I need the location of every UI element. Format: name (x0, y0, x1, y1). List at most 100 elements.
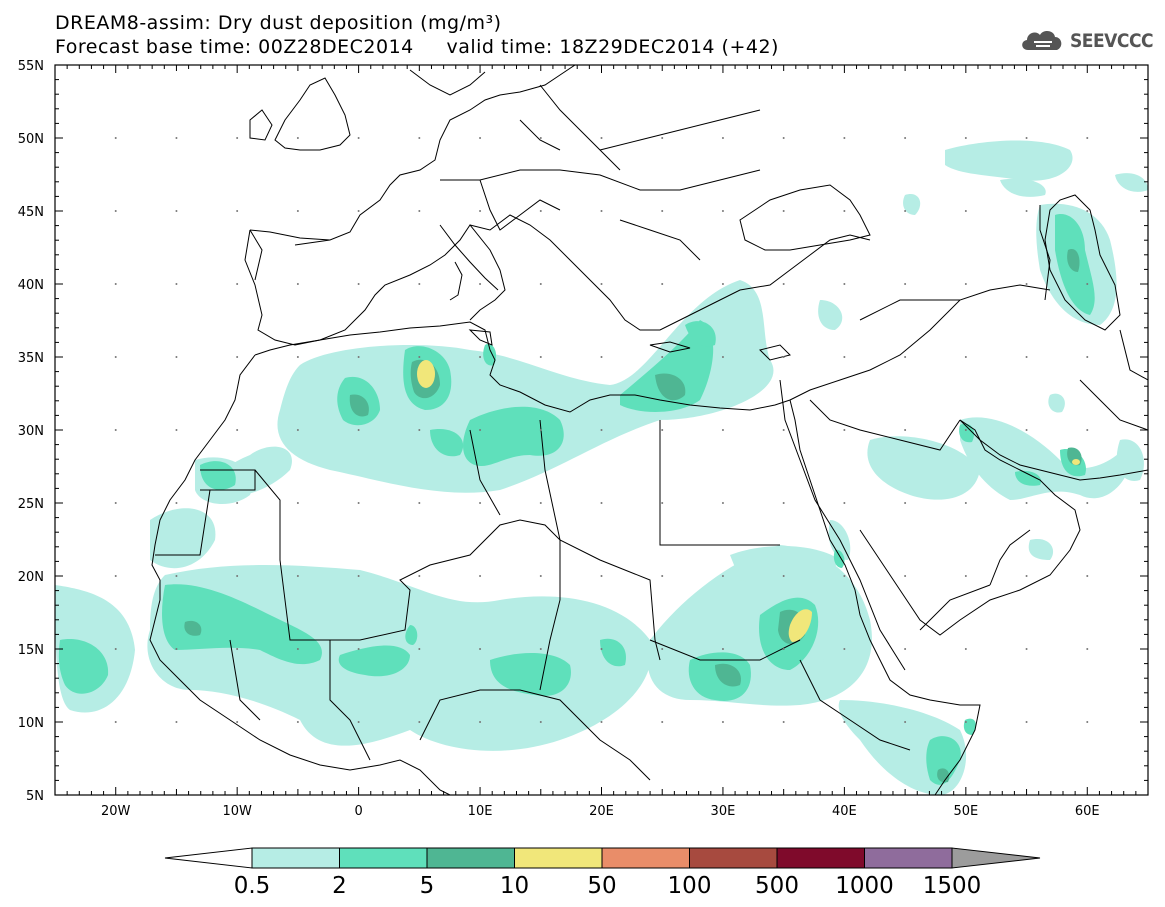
lon-label: 10E (468, 804, 493, 819)
grid-dot (600, 429, 603, 431)
colorbar-label: 5 (420, 873, 435, 899)
colorbar-box (601, 847, 690, 869)
grid-dot (964, 648, 967, 650)
grid-dot (904, 648, 907, 650)
grid-dot (479, 648, 482, 650)
grid-dot (1086, 502, 1089, 504)
grid-dot (721, 210, 724, 212)
grid-dot (661, 429, 664, 431)
grid-dot (479, 137, 482, 139)
grid-dot (236, 429, 239, 431)
grid-dot (296, 429, 299, 431)
grid-dot (600, 356, 603, 358)
grid-dot (782, 137, 785, 139)
grid-dot (539, 137, 542, 139)
grid-dot (721, 721, 724, 723)
grid-dot (843, 137, 846, 139)
grid-dot (175, 429, 178, 431)
grid-dot (539, 575, 542, 577)
grid-dot (479, 356, 482, 358)
grid-dot (114, 137, 117, 139)
grid-dot (418, 502, 421, 504)
latitude-axis: 55N 50N 45N 40N 35N 30N 25N 20N 15N 10N 5N (18, 59, 1148, 804)
colorbar-under-triangle (164, 847, 253, 869)
lat-label: 35N (18, 351, 44, 366)
grid-dot (843, 283, 846, 285)
lat-label: 50N (18, 132, 44, 147)
grid-dot (1025, 429, 1028, 431)
grid-dot (539, 721, 542, 723)
colorbar-label: 1500 (923, 873, 982, 899)
lon-label: 60E (1075, 804, 1100, 819)
grid-dot (1025, 210, 1028, 212)
grid-dot (1025, 648, 1028, 650)
grid-dot (600, 575, 603, 577)
lon-label: 20E (589, 804, 614, 819)
colorbar-box (426, 847, 515, 869)
lat-label: 40N (18, 278, 44, 293)
grid-dot (964, 721, 967, 723)
grid-dot (904, 721, 907, 723)
grid-dot (357, 429, 360, 431)
grid-dot (1086, 137, 1089, 139)
grid-dot (296, 356, 299, 358)
dust-level-4 (417, 360, 1080, 642)
grid-dot (1025, 502, 1028, 504)
grid-dot (1086, 210, 1089, 212)
grid-dot (782, 429, 785, 431)
grid-dot (114, 648, 117, 650)
colorbar-label: 10 (500, 873, 529, 899)
grid-dot (236, 356, 239, 358)
grid-dot (600, 721, 603, 723)
lon-label: 30E (711, 804, 736, 819)
grid-dot (114, 283, 117, 285)
grid-dot (782, 721, 785, 723)
lat-label: 55N (18, 59, 44, 74)
lat-label: 45N (18, 205, 44, 220)
grid-dot (661, 648, 664, 650)
grid-dot (357, 648, 360, 650)
grid-dot (296, 137, 299, 139)
grid-dot (175, 283, 178, 285)
grid-dot (418, 283, 421, 285)
grid-dot (418, 575, 421, 577)
grid-dot (357, 210, 360, 212)
grid-dot (904, 356, 907, 358)
grid-dot (479, 502, 482, 504)
grid-dot (1086, 721, 1089, 723)
grid-dot (721, 137, 724, 139)
lat-label: 30N (18, 424, 44, 439)
grid-dot (600, 502, 603, 504)
grid-dot (661, 356, 664, 358)
colorbar-label: 2 (332, 873, 347, 899)
grid-dot (296, 210, 299, 212)
grid-dot (236, 210, 239, 212)
colorbar-box (864, 847, 953, 869)
grid-dot (661, 575, 664, 577)
grid-dot (114, 429, 117, 431)
grid-dot (1086, 283, 1089, 285)
grid-dot (357, 575, 360, 577)
colorbar-label: 50 (587, 873, 616, 899)
colorbar-box (339, 847, 428, 869)
grid-dot (236, 648, 239, 650)
grid-dot (964, 210, 967, 212)
grid-dot (296, 721, 299, 723)
grid-dot (418, 648, 421, 650)
grid-dot (114, 502, 117, 504)
lat-label: 10N (18, 716, 44, 731)
colorbar-label: 1000 (835, 873, 894, 899)
grid-dot (964, 429, 967, 431)
grid-dot (964, 356, 967, 358)
grid-dot (964, 502, 967, 504)
grid-dot (479, 283, 482, 285)
grid-dot (236, 502, 239, 504)
grid-dot (539, 429, 542, 431)
grid-dot (661, 137, 664, 139)
grid-dot (357, 502, 360, 504)
forecast-times: Forecast base time: 00Z28DEC2014 valid t… (55, 36, 779, 58)
grid-dot (539, 502, 542, 504)
grid-dot (539, 210, 542, 212)
grid-dot (721, 575, 724, 577)
